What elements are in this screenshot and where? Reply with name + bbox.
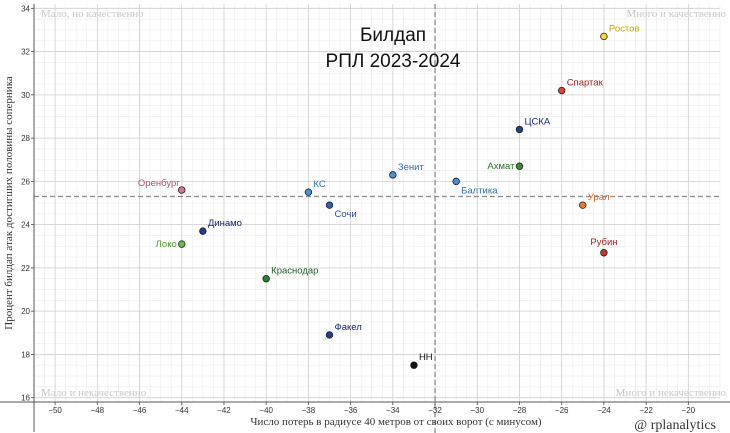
corner-label-top-right: Много и качественно bbox=[626, 8, 726, 20]
data-point-marker bbox=[452, 177, 460, 186]
data-point-label: Сочи bbox=[335, 209, 357, 220]
data-point-label: НН bbox=[419, 352, 433, 363]
corner-label-bottom-left: Мало и некачественно bbox=[41, 387, 147, 399]
quadrant-labels: Мало, но качественно Много и качественно… bbox=[41, 8, 727, 399]
data-point-label: Ахмат bbox=[487, 161, 515, 172]
x-tick-label: −20 bbox=[682, 406, 696, 415]
data-point-marker bbox=[515, 162, 524, 170]
y-tick-label: 20 bbox=[21, 307, 30, 316]
y-tick-label: 32 bbox=[21, 48, 30, 57]
corner-label-top-left: Мало, но качественно bbox=[41, 8, 144, 20]
y-tick-label: 26 bbox=[21, 177, 30, 186]
data-point-label: Краснодар bbox=[271, 266, 318, 277]
x-tick-label: −40 bbox=[259, 406, 273, 415]
data-point-label: Урал bbox=[588, 192, 610, 203]
data-point-marker bbox=[600, 32, 608, 41]
mean-lines bbox=[34, 4, 720, 433]
data-point-marker bbox=[199, 227, 207, 235]
x-tick-label: −34 bbox=[386, 406, 400, 415]
y-tick-label: 24 bbox=[21, 221, 30, 230]
data-point-label: Балтика bbox=[461, 185, 498, 196]
x-tick-label: −50 bbox=[48, 406, 62, 415]
major-grid bbox=[34, 4, 720, 402]
data-point-marker bbox=[325, 201, 334, 209]
chart-subtitle: РПЛ 2023-2024 bbox=[326, 51, 461, 72]
x-tick-label: −26 bbox=[555, 406, 569, 415]
y-tick-label: 16 bbox=[21, 394, 30, 403]
y-tick-label: 34 bbox=[21, 4, 30, 13]
data-point-label: Оренбург bbox=[138, 178, 180, 189]
x-axis-title: Число потерь в радиусе 40 метров от свои… bbox=[250, 416, 542, 428]
x-tick-label: −30 bbox=[470, 406, 484, 415]
tick-labels: −50 −48 −46 −44 −42 −40 −38 −36 −34 −32 −30 −28 −26 −… bbox=[21, 4, 696, 415]
data-point-marker bbox=[515, 125, 524, 134]
data-point-label: КС bbox=[313, 179, 325, 190]
x-tick-label: −22 bbox=[639, 406, 653, 415]
data-point-marker bbox=[600, 249, 608, 257]
data-point-marker bbox=[389, 171, 397, 179]
data-points: Ростов Спартак ЦСКА Ахмат Зенит Балтика Оренбу… bbox=[138, 23, 640, 369]
credit-label: @ rplanalytics bbox=[634, 418, 716, 433]
data-point-label: Зенит bbox=[398, 162, 425, 173]
x-tick-label: −36 bbox=[344, 406, 358, 415]
y-tick-label: 18 bbox=[21, 350, 30, 359]
data-point-marker bbox=[325, 331, 334, 339]
data-point-marker bbox=[178, 240, 186, 248]
data-point-label: Ростов bbox=[609, 23, 640, 34]
data-point-marker bbox=[557, 86, 566, 95]
y-axis-title: Процент билдап атак достигших половины с… bbox=[3, 76, 15, 330]
data-point-label: ЦСКА bbox=[524, 116, 550, 127]
data-point-marker bbox=[178, 186, 186, 194]
corner-label-bottom-right: Много и некачественно bbox=[616, 387, 727, 399]
data-point-marker bbox=[579, 201, 587, 209]
x-tick-label: −44 bbox=[175, 406, 189, 415]
data-point-label: Динамо bbox=[208, 218, 242, 229]
chart-title: Билдап bbox=[360, 25, 426, 46]
x-tick-label: −28 bbox=[513, 406, 527, 415]
data-point-label: Рубин bbox=[590, 237, 617, 248]
y-tick-label: 22 bbox=[21, 264, 30, 273]
y-tick-label: 28 bbox=[21, 134, 30, 143]
x-tick-label: −42 bbox=[217, 406, 231, 415]
x-tick-label: −48 bbox=[91, 406, 105, 415]
x-tick-label: −46 bbox=[133, 406, 147, 415]
data-point-label: Спартак bbox=[567, 78, 604, 89]
x-tick-label: −32 bbox=[428, 406, 442, 415]
data-point-label: Факел bbox=[335, 322, 362, 333]
x-tick-label: −38 bbox=[302, 406, 316, 415]
y-tick-label: 30 bbox=[21, 91, 30, 100]
x-tick-label: −24 bbox=[597, 406, 611, 415]
data-point-marker bbox=[410, 361, 418, 369]
data-point-label: Локо bbox=[156, 239, 177, 250]
data-point-marker bbox=[262, 275, 270, 283]
axes bbox=[0, 4, 730, 432]
data-point-marker bbox=[304, 188, 313, 196]
